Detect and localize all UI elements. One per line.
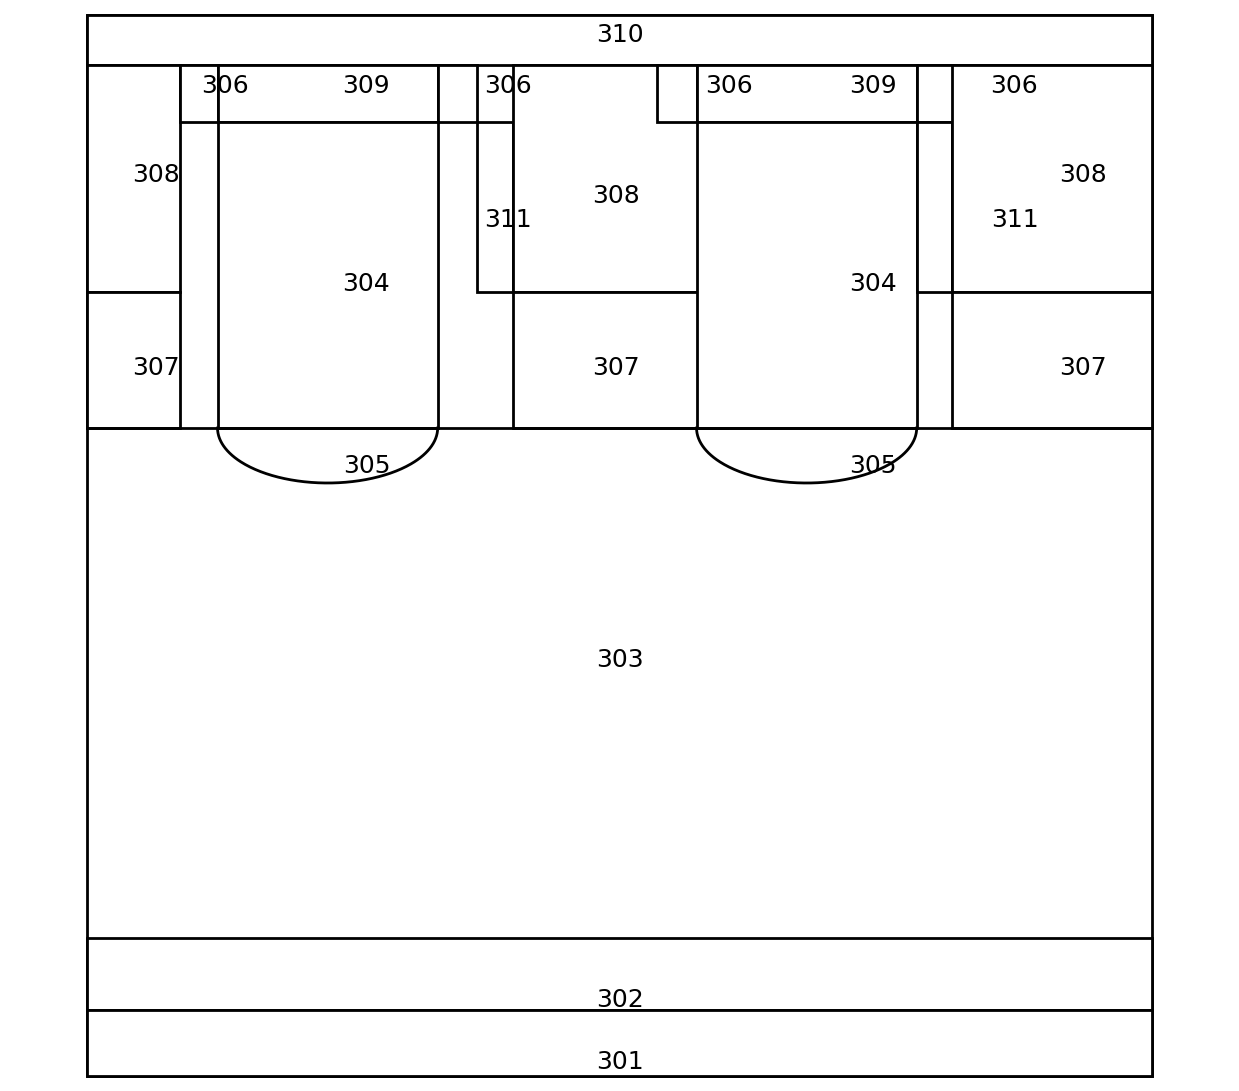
Text: 308: 308 [592, 184, 641, 208]
Bar [87, 938, 1152, 1010]
Text: 306: 306 [705, 74, 752, 98]
Text: 306: 306 [990, 74, 1038, 98]
Text: 308: 308 [1059, 163, 1108, 187]
Bar [87, 65, 180, 292]
Bar [437, 65, 477, 122]
Bar [87, 1010, 1152, 1076]
Text: 306: 306 [201, 74, 249, 98]
Text: 307: 307 [1059, 356, 1106, 380]
Bar [218, 122, 437, 428]
Text: 301: 301 [596, 1050, 643, 1074]
Bar [917, 122, 952, 292]
Text: 307: 307 [592, 356, 641, 380]
Bar [917, 65, 957, 122]
Text: 306: 306 [484, 74, 532, 98]
Text: 303: 303 [596, 648, 643, 672]
Bar [180, 65, 218, 122]
Bar [87, 15, 1152, 65]
Text: 309: 309 [849, 74, 897, 98]
Bar [696, 65, 917, 122]
Bar [477, 122, 513, 292]
Text: 308: 308 [131, 163, 180, 187]
Text: 305: 305 [343, 454, 390, 478]
Bar [952, 292, 1152, 428]
Text: 311: 311 [484, 208, 532, 232]
Bar [513, 65, 727, 292]
Bar [87, 292, 180, 428]
Text: 309: 309 [342, 74, 390, 98]
Text: 311: 311 [991, 208, 1038, 232]
Text: 302: 302 [596, 988, 643, 1012]
Text: 307: 307 [133, 356, 180, 380]
Bar [657, 65, 696, 122]
Text: 305: 305 [849, 454, 896, 478]
Text: 304: 304 [342, 272, 390, 296]
Bar [952, 65, 1152, 292]
Bar [513, 292, 727, 428]
Text: 304: 304 [849, 272, 897, 296]
Bar [696, 122, 917, 428]
Bar [218, 65, 437, 122]
Text: 310: 310 [596, 23, 643, 47]
